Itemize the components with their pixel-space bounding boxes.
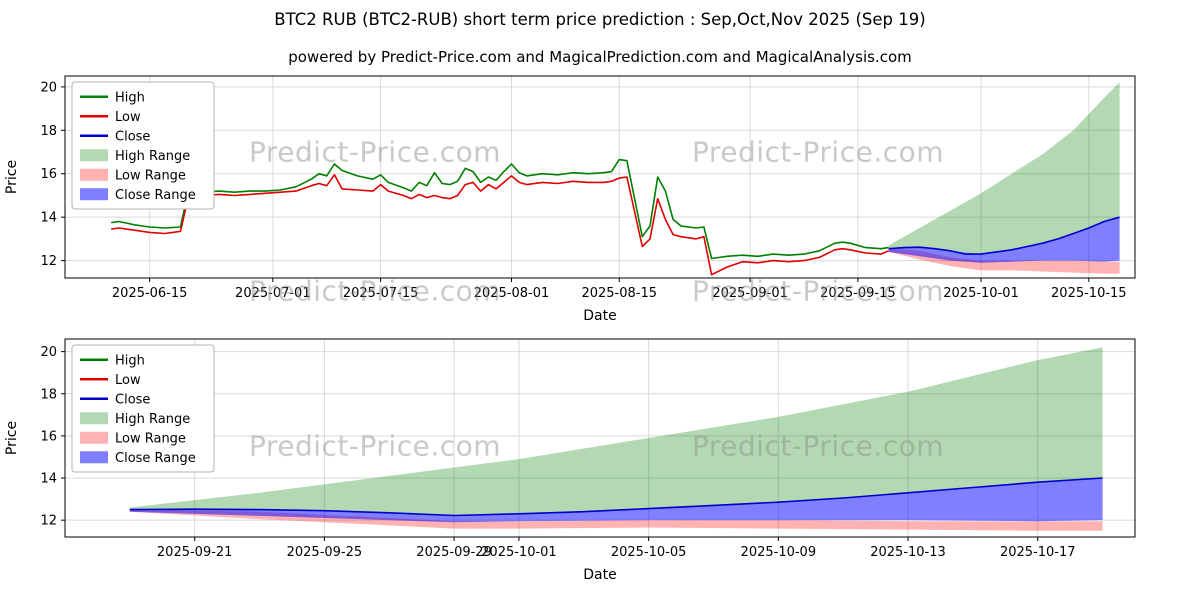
x-tick-label: 2025-09-29	[416, 545, 492, 560]
x-tick-label: 2025-10-17	[1000, 545, 1076, 560]
x-tick-label: 2025-09-15	[820, 286, 896, 301]
legend-label: High Range	[115, 149, 190, 164]
x-tick-label: 2025-09-25	[287, 545, 363, 560]
legend-swatch-close-range	[80, 451, 108, 464]
band-high-range	[888, 82, 1120, 255]
plot-area	[65, 76, 1135, 278]
legend-swatch-close-range	[80, 188, 108, 201]
y-tick-label: 16	[40, 429, 57, 444]
top-price-prediction-chart: 12 14 16 18 20 2025-06-15 2025-07-01 2025-07-15…	[4, 75, 1136, 324]
legend-box	[71, 344, 215, 473]
legend-box	[71, 81, 215, 210]
x-tick-label: 2025-09-21	[157, 545, 233, 560]
y-axis-label: Price	[4, 421, 20, 455]
y-tick-label: 18	[40, 387, 57, 402]
legend-swatch-low-range	[80, 431, 108, 444]
x-tick-label: 2025-10-09	[741, 545, 817, 560]
x-axis-label: Date	[583, 567, 616, 583]
axes-frame	[64, 75, 1136, 279]
y-tick-label: 12	[40, 514, 57, 529]
legend-label: High Range	[115, 412, 190, 427]
legend-label: Low Range	[115, 431, 186, 446]
x-tick-label: 2025-10-13	[870, 545, 946, 560]
legend-label: Close	[115, 129, 150, 144]
legend-label: Close Range	[115, 451, 196, 466]
legend-label: Close	[115, 392, 150, 407]
page-title: BTC2 RUB (BTC2-RUB) short term price pre…	[274, 10, 926, 29]
legend-label: Low	[115, 110, 141, 125]
x-tick-label: 2025-09-01	[712, 286, 788, 301]
x-tick-label: 2025-08-01	[474, 286, 550, 301]
powered-by-subtitle: powered by Predict-Price.com and Magical…	[288, 48, 912, 66]
x-tick-label: 2025-07-01	[235, 286, 311, 301]
y-tick-label: 16	[40, 167, 57, 182]
x-tick-label: 2025-10-01	[481, 545, 557, 560]
legend-label: High	[115, 353, 145, 368]
series-close	[129, 477, 1103, 517]
band-low-range	[129, 509, 1103, 531]
y-tick-label: 14	[40, 472, 57, 487]
y-axis-label: Price	[4, 160, 20, 194]
series-low	[111, 174, 890, 276]
band-high-range	[129, 347, 1103, 516]
x-tick-label: 2025-10-01	[943, 286, 1019, 301]
y-tick-label: 20	[40, 345, 57, 360]
x-tick-label: 2025-06-15	[112, 286, 188, 301]
y-tick-label: 20	[40, 80, 57, 95]
legend-label: High	[115, 90, 145, 105]
band-close-range	[129, 478, 1103, 523]
x-tick-label: 2025-10-05	[611, 545, 687, 560]
x-tick-label: 2025-10-15	[1051, 286, 1127, 301]
legend-swatch-low-range	[80, 168, 108, 181]
x-tick-label: 2025-08-15	[581, 286, 657, 301]
x-tick-label: 2025-07-15	[343, 286, 419, 301]
x-axis-label: Date	[583, 308, 616, 324]
series-high	[111, 158, 889, 260]
legend-label: Low Range	[115, 168, 186, 183]
series-close	[888, 216, 1120, 255]
y-tick-label: 18	[40, 124, 57, 139]
bottom-forecast-zoom-chart: 12 14 16 18 20 2025-09-21 2025-09-25 2025-09-29…	[4, 338, 1136, 583]
legend-label: Low	[115, 373, 141, 388]
legend-label: Close Range	[115, 188, 196, 203]
axes-frame	[64, 338, 1136, 538]
band-close-range	[888, 217, 1120, 263]
y-tick-label: 12	[40, 254, 57, 269]
y-tick-label: 14	[40, 211, 57, 226]
legend-swatch-high-range	[80, 412, 108, 425]
legend-swatch-high-range	[80, 149, 108, 162]
